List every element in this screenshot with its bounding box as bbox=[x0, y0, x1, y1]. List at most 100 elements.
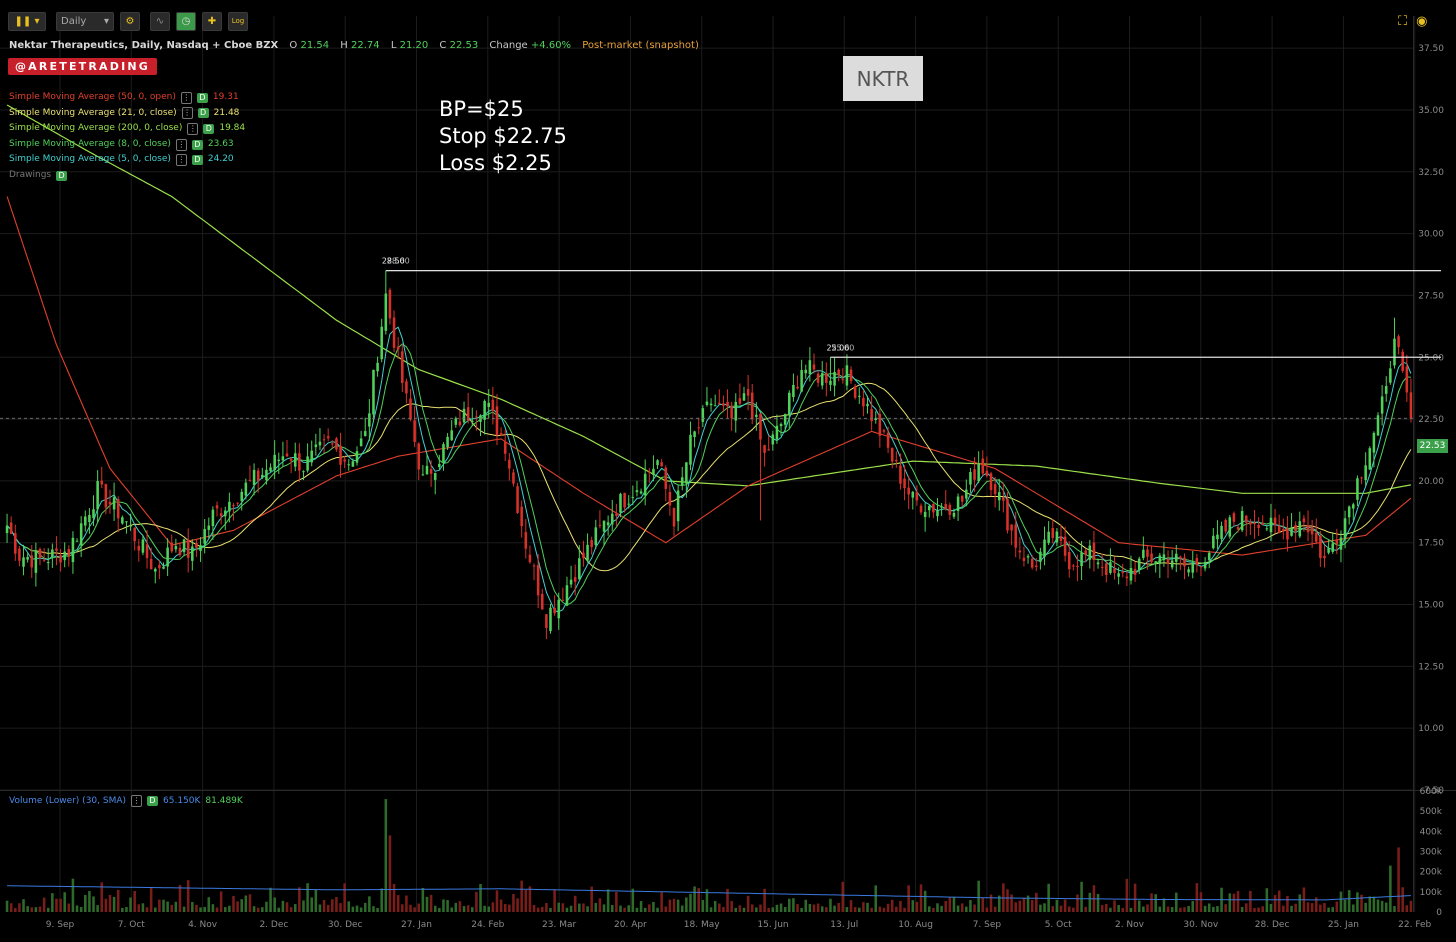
study-badge[interactable]: D bbox=[196, 92, 208, 103]
clock-icon: ◷ bbox=[181, 15, 191, 27]
volume-bar bbox=[384, 799, 388, 912]
candle-body bbox=[9, 522, 13, 534]
bar-style-button[interactable]: ❚❚ ▾ bbox=[8, 11, 46, 31]
candle-body bbox=[1137, 558, 1141, 570]
candle bbox=[392, 310, 396, 353]
volume-bar bbox=[281, 900, 285, 912]
candle-body bbox=[396, 346, 400, 350]
volume-tick-label: 300k bbox=[1420, 848, 1443, 858]
candle-body bbox=[359, 438, 363, 447]
study-row[interactable]: Simple Moving Average (8, 0, close) ⋮ D 23.… bbox=[9, 137, 245, 153]
study-row[interactable]: Simple Moving Average (21, 0, close) ⋮ D 21… bbox=[9, 106, 245, 122]
volume-bar bbox=[84, 894, 87, 912]
study-menu-icon[interactable]: ⋮ bbox=[180, 91, 192, 104]
study-menu-icon[interactable]: ⋮ bbox=[181, 107, 193, 120]
study-row[interactable]: Simple Moving Average (50, 0, open) ⋮ D 19.… bbox=[9, 90, 245, 106]
candle bbox=[265, 459, 268, 485]
candle bbox=[775, 414, 779, 444]
candle-body bbox=[565, 585, 569, 606]
candle-body bbox=[417, 443, 421, 470]
candle bbox=[1006, 492, 1009, 534]
volume-bar bbox=[1051, 906, 1055, 912]
volume-value-2: 81.489K bbox=[205, 796, 243, 806]
candle-body bbox=[162, 566, 165, 569]
volume-bar bbox=[1174, 892, 1178, 912]
volume-study-badge[interactable]: D bbox=[147, 796, 159, 806]
candle bbox=[248, 465, 252, 482]
candle-body bbox=[1228, 517, 1232, 537]
candle-body bbox=[602, 520, 606, 532]
candle-body bbox=[792, 384, 795, 398]
camera-icon[interactable]: ◉ bbox=[1416, 14, 1428, 29]
study-badge[interactable]: D bbox=[191, 139, 203, 150]
volume-bar bbox=[1286, 895, 1289, 912]
settings-button[interactable]: ⚙ bbox=[120, 11, 140, 31]
candle-body bbox=[520, 506, 523, 527]
study-badge[interactable]: D bbox=[203, 123, 215, 134]
candle bbox=[232, 503, 235, 521]
study-badge[interactable]: D bbox=[197, 108, 209, 119]
crosshair-button[interactable]: ✚ bbox=[202, 11, 222, 31]
study-legend: Simple Moving Average (50, 0, open) ⋮ D 19.… bbox=[9, 90, 245, 184]
candle-body bbox=[442, 444, 445, 463]
volume-bar bbox=[129, 897, 132, 912]
candle bbox=[429, 460, 433, 487]
volume-bar bbox=[503, 904, 507, 912]
fullscreen-icon[interactable]: ⛶ bbox=[1398, 14, 1408, 29]
study-badge[interactable]: D bbox=[191, 155, 203, 166]
study-row[interactable]: Simple Moving Average (200, 0, close) ⋮ D 1… bbox=[9, 121, 245, 137]
volume-bar bbox=[652, 901, 655, 912]
volume-bar bbox=[1142, 906, 1145, 912]
candle-body bbox=[1100, 567, 1104, 569]
price-tick-label: 12.50 bbox=[1418, 662, 1444, 672]
study-menu-icon[interactable]: ⋮ bbox=[175, 154, 187, 167]
candle bbox=[907, 475, 910, 510]
study-menu-icon[interactable]: ⋮ bbox=[175, 138, 187, 151]
volume-bar bbox=[191, 901, 194, 912]
candle-body bbox=[1249, 521, 1252, 525]
candle-body bbox=[273, 454, 276, 471]
candle-body bbox=[1076, 565, 1079, 567]
volume-study-menu-icon[interactable]: ⋮ bbox=[131, 795, 143, 807]
volume-bar bbox=[335, 897, 338, 912]
drawings-row[interactable]: Drawings D bbox=[9, 168, 245, 184]
candle-body bbox=[1372, 432, 1376, 453]
watermark-logo: @ARETETRADING bbox=[8, 58, 157, 75]
chevron-down-icon: ▾ bbox=[103, 15, 109, 27]
interval-select[interactable]: Daily ▾ bbox=[56, 11, 114, 31]
time-button[interactable]: ◷ bbox=[176, 11, 196, 31]
log-scale-button[interactable]: Log bbox=[228, 11, 248, 31]
volume-bar bbox=[425, 896, 429, 912]
candle-body bbox=[965, 489, 968, 499]
volume-bar bbox=[351, 906, 355, 912]
candle-body bbox=[446, 436, 449, 448]
candle bbox=[5, 513, 9, 543]
candle bbox=[228, 492, 231, 523]
volume-bar bbox=[1298, 894, 1302, 912]
candle bbox=[203, 519, 206, 554]
candle-body bbox=[129, 525, 132, 527]
volume-bar bbox=[470, 907, 474, 912]
candle-body bbox=[244, 482, 248, 496]
study-menu-icon[interactable]: ⋮ bbox=[187, 122, 199, 135]
candle-body bbox=[232, 505, 235, 507]
compare-button[interactable]: ∿ bbox=[150, 11, 170, 31]
candle-body bbox=[1183, 557, 1186, 567]
study-row[interactable]: Simple Moving Average (5, 0, close) ⋮ D 24.… bbox=[9, 152, 245, 168]
candle bbox=[9, 516, 13, 534]
candle bbox=[874, 411, 878, 424]
candle-body bbox=[1051, 528, 1055, 538]
candle bbox=[808, 347, 812, 382]
candle bbox=[1228, 514, 1232, 539]
candle-body bbox=[1063, 536, 1067, 556]
volume-bar bbox=[372, 906, 375, 912]
candle bbox=[969, 467, 972, 493]
drawings-badge[interactable]: D bbox=[56, 170, 68, 181]
volume-bar bbox=[524, 889, 528, 912]
volume-bar bbox=[833, 905, 836, 912]
volume-bar bbox=[936, 903, 939, 912]
volume-bar bbox=[590, 886, 593, 912]
volume-bar bbox=[1076, 894, 1079, 912]
volume-bar bbox=[186, 880, 190, 912]
